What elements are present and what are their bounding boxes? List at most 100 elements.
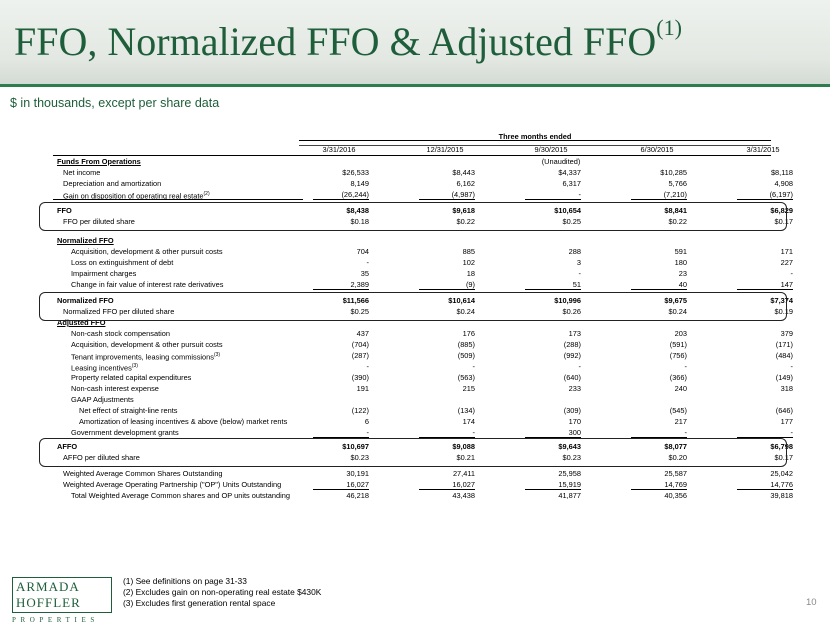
- cell-value: (6,197): [769, 190, 793, 199]
- row-label: Funds From Operations: [57, 156, 141, 167]
- cell-value: $0.25: [350, 307, 370, 316]
- cell-value: (509): [457, 351, 475, 360]
- row-label-text: Normalized FFO per diluted share: [63, 307, 175, 316]
- table-row: FFO $8,438 $9,618 $10,654 $8,841 $6,829: [53, 205, 793, 216]
- cell-value: 25,587: [664, 469, 687, 478]
- cell-value: $0.23: [350, 453, 370, 462]
- subtotal-rule: [419, 199, 475, 200]
- cell-value: 16,027: [452, 480, 475, 489]
- row-label-text: FFO: [57, 206, 72, 215]
- row-label: GAAP Adjustments: [71, 394, 134, 405]
- row-label: Non-cash interest expense: [71, 383, 159, 394]
- footnotes: (1) See definitions on page 31-33 (2) Ex…: [123, 576, 321, 609]
- row-label-text: AFFO: [57, 442, 78, 451]
- cell-value: $8,438: [346, 206, 369, 215]
- row-label: Impairment charges: [71, 268, 136, 279]
- row-label: Weighted Average Operating Partnership (…: [63, 479, 281, 490]
- subtotal-rule: [737, 489, 793, 490]
- header-rule-mid: [299, 145, 771, 146]
- cell-value: 215: [462, 384, 475, 393]
- row-label: AFFO per diluted share: [63, 452, 140, 463]
- cell-value: (26,244): [341, 190, 369, 199]
- cell-value: 39,818: [770, 491, 793, 500]
- table-row: Funds From Operations: [53, 156, 771, 167]
- cell-value: $0.26: [562, 307, 582, 316]
- row-label-text: Depreciation and amortization: [63, 179, 162, 188]
- cell-value: $8,077: [664, 442, 687, 451]
- row-label: Tenant improvements, leasing commissions…: [71, 350, 220, 362]
- highlight-box: [39, 202, 787, 231]
- title-banner: [0, 0, 830, 84]
- cell-value: $0.19: [774, 307, 794, 316]
- header-rule-bottom: [53, 155, 771, 156]
- cell-value: (484): [775, 351, 793, 360]
- cell-value: 25,958: [558, 469, 581, 478]
- row-label: Net income: [63, 167, 100, 178]
- cell-value: 176: [462, 329, 475, 338]
- table-row: Depreciation and amortization 8,149 6,162 6…: [53, 178, 793, 189]
- subtotal-rule: [419, 289, 475, 290]
- cell-value: 318: [780, 384, 793, 393]
- subtotal-rule: [737, 289, 793, 290]
- cell-value: 6,317: [562, 179, 582, 188]
- table-row: Net effect of straight-line rents (122) (1…: [53, 405, 793, 416]
- subtotal-rule: [313, 199, 369, 200]
- cell-value: 3: [576, 258, 581, 267]
- page-subtitle: $ in thousands, except per share data: [10, 96, 220, 110]
- cell-value: (366): [669, 373, 687, 382]
- cell-value: -: [790, 269, 793, 278]
- cell-value: (563): [457, 373, 475, 382]
- cell-value: 8,149: [350, 179, 370, 188]
- cell-value: 173: [568, 329, 581, 338]
- row-label: Depreciation and amortization: [63, 178, 161, 189]
- subtotal-rule: [419, 489, 475, 490]
- cell-value: $9,643: [558, 442, 581, 451]
- cell-value: 191: [356, 384, 369, 393]
- table-row: Total Weighted Average Common shares and…: [53, 490, 793, 501]
- cell-value: (992): [563, 351, 581, 360]
- cell-value: 30,191: [346, 469, 369, 478]
- cell-value: (4,987): [451, 190, 475, 199]
- row-label-text: Funds From Operations: [57, 157, 141, 166]
- cell-value: (885): [457, 340, 475, 349]
- header-group-label: Three months ended: [498, 132, 572, 141]
- row-footnote-ref: (3): [131, 363, 138, 369]
- cell-value: (122): [351, 406, 369, 415]
- cell-value: 14,769: [664, 480, 687, 489]
- table-row: FFO per diluted share $0.18 $0.22 $0.25 $0.2…: [53, 216, 793, 227]
- cell-value: $0.24: [456, 307, 476, 316]
- column-header: 6/30/2015: [640, 145, 674, 154]
- cell-value: 288: [568, 247, 581, 256]
- row-label: Weighted Average Common Shares Outstandi…: [63, 468, 223, 479]
- row-label: Normalized FFO: [57, 235, 114, 246]
- row-label: Net effect of straight-line rents: [79, 405, 177, 416]
- cell-value: $0.23: [562, 453, 582, 462]
- footnote-2: (2) Excludes gain on non-operating real …: [123, 587, 322, 597]
- cell-value: $0.25: [562, 217, 582, 226]
- page-title-text: FFO, Normalized FFO & Adjusted FFO: [14, 19, 657, 64]
- banner-divider: [0, 84, 830, 87]
- cell-value: (646): [775, 406, 793, 415]
- row-label: Leasing incentives(3): [71, 361, 138, 373]
- cell-value: 379: [780, 329, 793, 338]
- cell-value: (591): [669, 340, 687, 349]
- cell-value: -: [472, 362, 475, 371]
- cell-value: 300: [568, 428, 581, 437]
- cell-value: (704): [351, 340, 369, 349]
- row-label-text: Gain on disposition of operating real es…: [63, 191, 204, 201]
- subtotal-rule: [525, 437, 581, 438]
- cell-value: 2,389: [350, 280, 370, 289]
- subtotal-rule: [525, 289, 581, 290]
- header-rule-top: [299, 140, 771, 141]
- row-label-text: Tenant improvements, leasing commissions: [71, 352, 214, 362]
- cell-value: 40: [678, 280, 687, 289]
- cell-value: 102: [462, 258, 475, 267]
- title-footnote-ref: (1): [656, 14, 682, 40]
- cell-value: 40,356: [664, 491, 687, 500]
- row-label: Government development grants: [71, 427, 179, 438]
- table-row: Non-cash interest expense 191 215 233 240 318: [53, 383, 793, 394]
- cell-value: (287): [351, 351, 369, 360]
- row-label-text: Net income: [63, 168, 101, 177]
- row-footnote-ref: (2): [203, 191, 210, 197]
- subtotal-rule: [419, 437, 475, 438]
